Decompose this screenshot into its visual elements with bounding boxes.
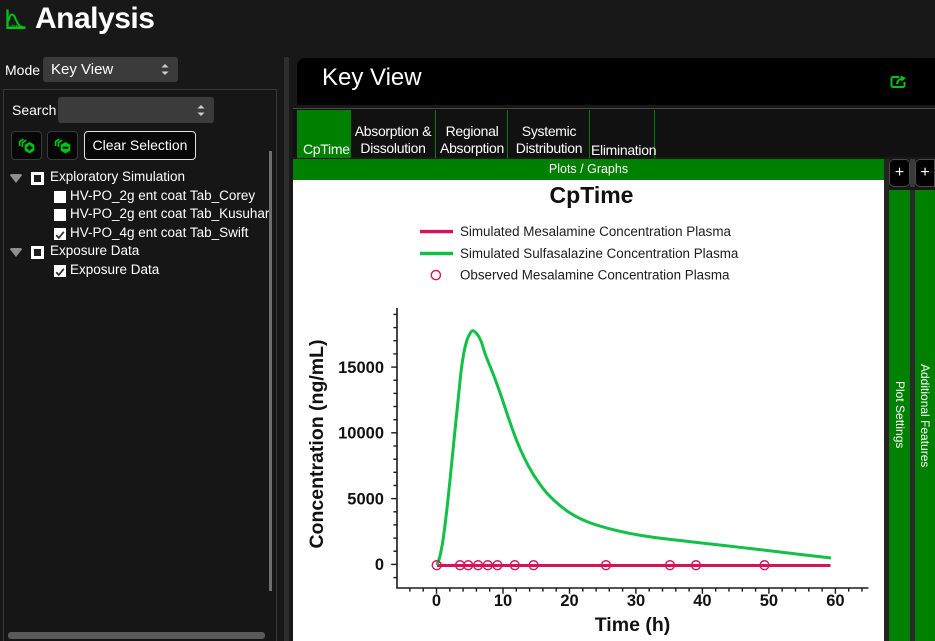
svg-text:40: 40 (693, 592, 711, 610)
svg-text:CpTime: CpTime (550, 182, 634, 208)
svg-text:0: 0 (375, 556, 384, 574)
svg-text:5000: 5000 (347, 490, 384, 508)
svg-text:10000: 10000 (338, 425, 384, 443)
svg-text:0: 0 (432, 592, 441, 610)
svg-text:30: 30 (627, 592, 645, 610)
svg-text:15000: 15000 (338, 359, 384, 377)
svg-text:Observed Mesalamine Concentrat: Observed Mesalamine Concentration Plasma (460, 268, 730, 283)
svg-text:50: 50 (760, 592, 778, 610)
svg-text:Concentration (ng/mL): Concentration (ng/mL) (306, 339, 328, 548)
svg-text:Time (h): Time (h) (595, 614, 670, 636)
svg-text:20: 20 (560, 592, 578, 610)
svg-text:60: 60 (826, 592, 844, 610)
svg-text:Simulated Sulfasalazine Concen: Simulated Sulfasalazine Concentration Pl… (460, 246, 739, 261)
svg-text:10: 10 (494, 592, 512, 610)
svg-text:Simulated Mesalamine Concentra: Simulated Mesalamine Concentration Plasm… (460, 224, 731, 239)
